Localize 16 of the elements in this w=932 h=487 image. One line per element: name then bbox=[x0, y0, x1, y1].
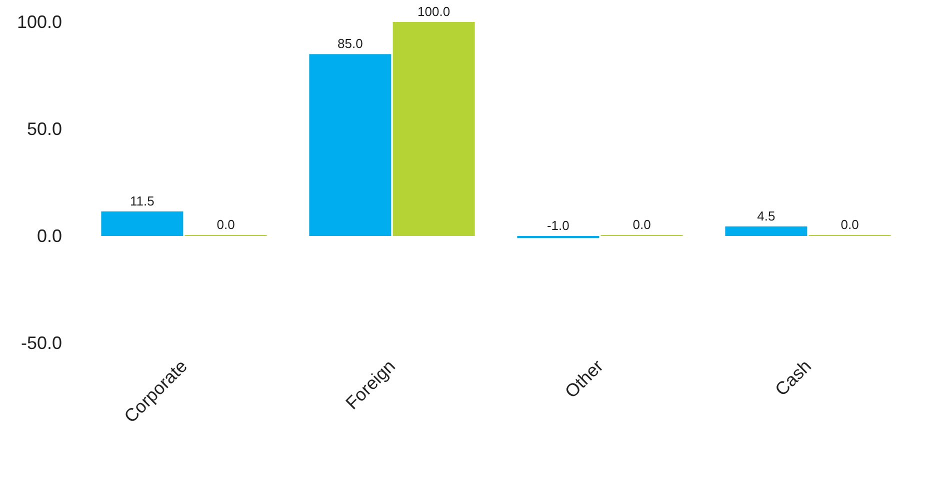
data-label: -1.0 bbox=[546, 218, 570, 233]
bar bbox=[392, 22, 475, 236]
data-label: 4.5 bbox=[757, 208, 776, 224]
data-label: 11.5 bbox=[130, 193, 154, 208]
y-tick-label: 100.0 bbox=[16, 12, 62, 32]
data-label: 0.0 bbox=[840, 217, 859, 232]
data-label: 0.0 bbox=[632, 217, 651, 232]
bar bbox=[725, 226, 808, 236]
y-tick-label: -50.0 bbox=[20, 333, 62, 353]
bar bbox=[309, 54, 392, 236]
data-label: 85.0 bbox=[338, 36, 363, 52]
bar bbox=[101, 211, 184, 236]
data-label: 100.0 bbox=[418, 4, 450, 19]
y-tick-label: 0.0 bbox=[36, 226, 62, 246]
data-label: 0.0 bbox=[216, 217, 235, 232]
y-tick-label: 50.0 bbox=[26, 119, 62, 139]
